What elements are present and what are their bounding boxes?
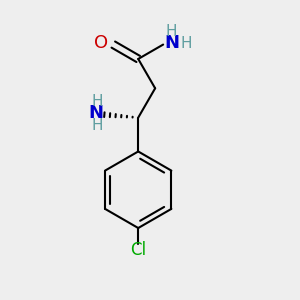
Text: H: H	[181, 36, 192, 51]
Text: N: N	[88, 104, 103, 122]
Text: H: H	[91, 94, 103, 109]
Text: N: N	[165, 34, 180, 52]
Text: O: O	[94, 34, 108, 52]
Text: Cl: Cl	[130, 241, 146, 259]
Text: H: H	[91, 118, 103, 134]
Text: H: H	[166, 24, 177, 39]
